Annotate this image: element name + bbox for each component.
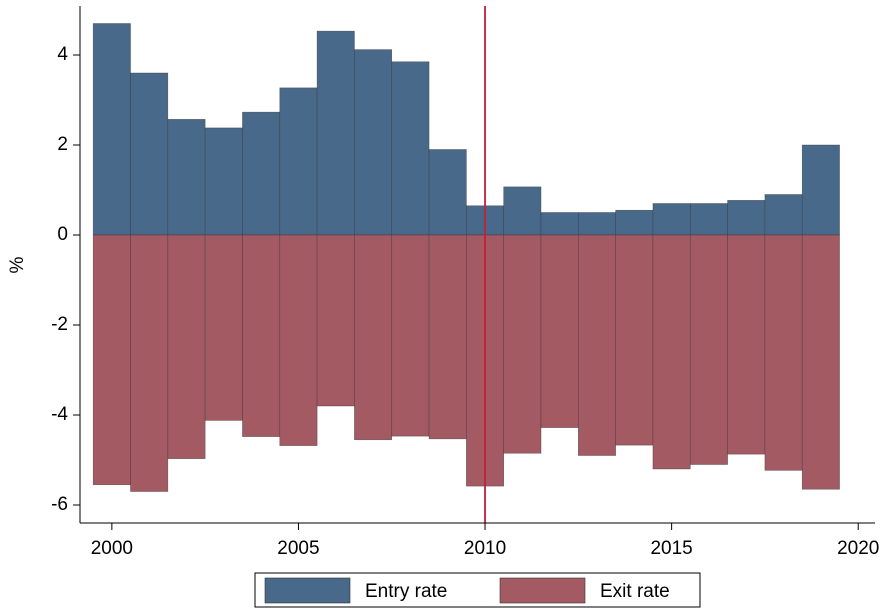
- bar: [503, 234, 542, 454]
- bar: [92, 23, 131, 236]
- bar: [279, 87, 318, 236]
- legend-label: Exit rate: [600, 581, 670, 602]
- bar: [801, 234, 840, 490]
- x-tick-label: 2010: [464, 538, 506, 559]
- bar: [242, 111, 281, 236]
- bar: [578, 212, 616, 236]
- y-tick-label: -4: [51, 404, 68, 425]
- bar: [130, 234, 169, 492]
- bar: [578, 234, 616, 456]
- x-tick-label: 2015: [650, 538, 692, 559]
- x-tick-label: 2000: [91, 538, 133, 559]
- bar: [391, 61, 430, 236]
- y-axis-label: %: [7, 256, 28, 273]
- bar: [652, 203, 691, 236]
- bar: [391, 234, 430, 437]
- y-tick-label: 0: [57, 224, 68, 245]
- bar: [652, 234, 691, 470]
- bar: [354, 234, 393, 441]
- bar: [428, 149, 467, 236]
- y-tick-label: -6: [51, 494, 68, 515]
- y-tick-label: 2: [57, 134, 68, 155]
- bar: [316, 30, 355, 236]
- bar: [428, 234, 467, 440]
- bar: [204, 127, 243, 236]
- x-tick-label: 2005: [277, 538, 319, 559]
- bar: [242, 234, 281, 437]
- bar: [204, 234, 243, 421]
- bar: [801, 144, 840, 236]
- bar: [167, 234, 206, 459]
- bar: [503, 186, 542, 236]
- bar: [279, 234, 318, 446]
- bar: [727, 234, 766, 455]
- bar: [540, 234, 579, 428]
- bar: [92, 234, 131, 486]
- bar: [316, 234, 355, 407]
- legend-swatch: [264, 577, 351, 604]
- bar: [764, 234, 803, 471]
- bar: [130, 72, 169, 236]
- bar: [354, 49, 393, 236]
- legend-swatch: [499, 577, 586, 604]
- y-tick-label: 4: [57, 44, 68, 65]
- x-tick-label: 2020: [837, 538, 879, 559]
- bar: [167, 119, 206, 236]
- bar: [689, 203, 728, 236]
- y-tick-label: -2: [51, 314, 68, 335]
- bar: [615, 234, 654, 446]
- bar: [727, 200, 766, 236]
- bar: [689, 234, 728, 465]
- legend-label: Entry rate: [365, 581, 447, 602]
- bar: [540, 212, 579, 236]
- bar: [764, 194, 803, 236]
- bar: [615, 209, 654, 236]
